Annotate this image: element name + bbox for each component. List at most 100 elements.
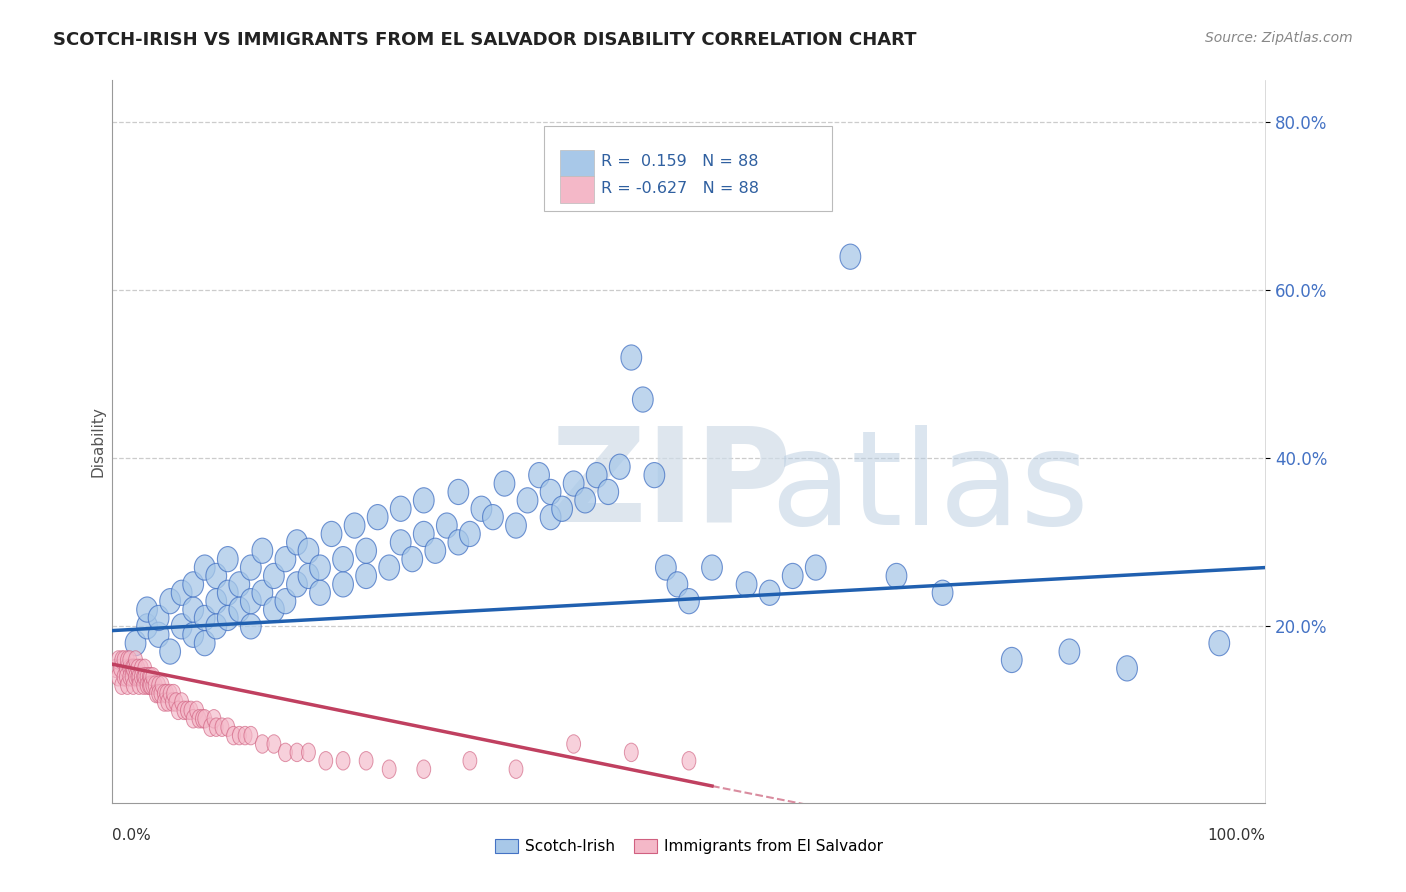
Ellipse shape bbox=[184, 701, 198, 720]
Ellipse shape bbox=[240, 614, 262, 639]
Ellipse shape bbox=[356, 538, 377, 564]
Text: SCOTCH-IRISH VS IMMIGRANTS FROM EL SALVADOR DISABILITY CORRELATION CHART: SCOTCH-IRISH VS IMMIGRANTS FROM EL SALVA… bbox=[53, 31, 917, 49]
Ellipse shape bbox=[204, 718, 218, 737]
Ellipse shape bbox=[155, 676, 169, 694]
Ellipse shape bbox=[298, 538, 319, 564]
Ellipse shape bbox=[575, 488, 596, 513]
Ellipse shape bbox=[425, 538, 446, 564]
Ellipse shape bbox=[509, 760, 523, 779]
Ellipse shape bbox=[136, 676, 150, 694]
Ellipse shape bbox=[138, 659, 152, 678]
Ellipse shape bbox=[148, 676, 162, 694]
Ellipse shape bbox=[122, 659, 136, 678]
Ellipse shape bbox=[143, 676, 157, 694]
Ellipse shape bbox=[148, 623, 169, 648]
Text: ZIP: ZIP bbox=[551, 421, 792, 549]
Ellipse shape bbox=[240, 555, 262, 580]
Ellipse shape bbox=[655, 555, 676, 580]
Ellipse shape bbox=[598, 479, 619, 505]
Ellipse shape bbox=[624, 743, 638, 762]
Ellipse shape bbox=[702, 555, 723, 580]
Ellipse shape bbox=[149, 684, 163, 703]
Ellipse shape bbox=[359, 752, 373, 770]
Ellipse shape bbox=[160, 639, 180, 665]
Ellipse shape bbox=[142, 676, 156, 694]
Ellipse shape bbox=[141, 676, 155, 694]
Ellipse shape bbox=[152, 684, 166, 703]
Ellipse shape bbox=[183, 572, 204, 597]
Ellipse shape bbox=[460, 521, 481, 547]
Ellipse shape bbox=[321, 521, 342, 547]
Ellipse shape bbox=[218, 606, 238, 631]
Ellipse shape bbox=[551, 496, 572, 521]
Ellipse shape bbox=[229, 597, 250, 623]
Ellipse shape bbox=[127, 659, 141, 678]
Ellipse shape bbox=[586, 463, 607, 488]
Ellipse shape bbox=[180, 701, 194, 720]
Ellipse shape bbox=[276, 547, 295, 572]
Ellipse shape bbox=[135, 659, 148, 678]
Ellipse shape bbox=[160, 684, 173, 703]
Ellipse shape bbox=[229, 572, 250, 597]
Ellipse shape bbox=[215, 718, 229, 737]
Ellipse shape bbox=[232, 726, 246, 745]
Ellipse shape bbox=[111, 651, 125, 669]
Ellipse shape bbox=[152, 676, 166, 694]
Ellipse shape bbox=[517, 488, 538, 513]
Ellipse shape bbox=[125, 667, 139, 686]
Ellipse shape bbox=[806, 555, 827, 580]
Ellipse shape bbox=[413, 488, 434, 513]
Ellipse shape bbox=[166, 693, 180, 711]
Ellipse shape bbox=[172, 614, 193, 639]
Ellipse shape bbox=[167, 684, 180, 703]
Ellipse shape bbox=[506, 513, 526, 538]
Ellipse shape bbox=[252, 580, 273, 606]
Ellipse shape bbox=[122, 667, 136, 686]
Ellipse shape bbox=[1059, 639, 1080, 665]
Ellipse shape bbox=[759, 580, 780, 606]
Ellipse shape bbox=[290, 743, 304, 762]
Ellipse shape bbox=[136, 667, 150, 686]
Ellipse shape bbox=[666, 572, 688, 597]
Ellipse shape bbox=[287, 572, 308, 597]
Ellipse shape bbox=[382, 760, 396, 779]
Ellipse shape bbox=[1116, 656, 1137, 681]
Legend: Scotch-Irish, Immigrants from El Salvador: Scotch-Irish, Immigrants from El Salvado… bbox=[489, 833, 889, 860]
Text: R =  0.159   N = 88: R = 0.159 N = 88 bbox=[602, 154, 759, 169]
Ellipse shape bbox=[336, 752, 350, 770]
Ellipse shape bbox=[114, 659, 128, 678]
Ellipse shape bbox=[540, 505, 561, 530]
Ellipse shape bbox=[190, 701, 204, 720]
Ellipse shape bbox=[679, 589, 699, 614]
Ellipse shape bbox=[278, 743, 292, 762]
Ellipse shape bbox=[120, 667, 134, 686]
Ellipse shape bbox=[252, 538, 273, 564]
Ellipse shape bbox=[142, 667, 156, 686]
Ellipse shape bbox=[221, 718, 235, 737]
Ellipse shape bbox=[298, 564, 319, 589]
Ellipse shape bbox=[567, 735, 581, 753]
Ellipse shape bbox=[633, 387, 654, 412]
Ellipse shape bbox=[682, 752, 696, 770]
Ellipse shape bbox=[256, 735, 270, 753]
Ellipse shape bbox=[127, 676, 141, 694]
Ellipse shape bbox=[160, 589, 180, 614]
Ellipse shape bbox=[132, 667, 146, 686]
Ellipse shape bbox=[136, 597, 157, 623]
Ellipse shape bbox=[482, 505, 503, 530]
Ellipse shape bbox=[141, 667, 155, 686]
Ellipse shape bbox=[138, 667, 152, 686]
Ellipse shape bbox=[564, 471, 583, 496]
Ellipse shape bbox=[226, 726, 240, 745]
Ellipse shape bbox=[205, 614, 226, 639]
Ellipse shape bbox=[391, 496, 411, 521]
Ellipse shape bbox=[309, 580, 330, 606]
Ellipse shape bbox=[333, 547, 353, 572]
Ellipse shape bbox=[194, 631, 215, 656]
Ellipse shape bbox=[436, 513, 457, 538]
Ellipse shape bbox=[132, 676, 146, 694]
Ellipse shape bbox=[146, 676, 160, 694]
Ellipse shape bbox=[886, 564, 907, 589]
Ellipse shape bbox=[131, 659, 145, 678]
Ellipse shape bbox=[263, 564, 284, 589]
